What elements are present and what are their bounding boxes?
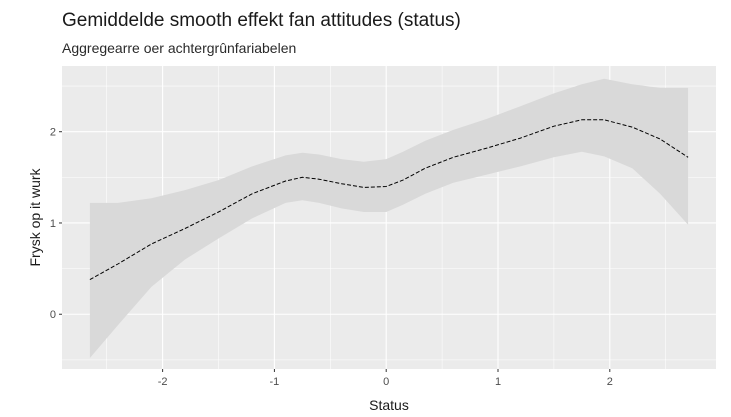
x-tick-label: -1 <box>270 376 280 388</box>
x-tick-label: 1 <box>495 376 501 388</box>
y-tick-label: 1 <box>50 218 56 230</box>
x-tick-label: -2 <box>158 376 168 388</box>
x-tick-label: 2 <box>607 376 613 388</box>
x-axis-title: Status <box>369 397 409 413</box>
x-tick-label: 0 <box>383 376 389 388</box>
axis-ticks: -2 -1 0 1 2 0 1 2 <box>50 127 613 388</box>
chart-subtitle: Aggregearre oer achtergrûnfariabelen <box>62 40 297 56</box>
chart-title: Gemiddelde smooth effekt fan attitudes (… <box>62 10 461 31</box>
y-tick-label: 2 <box>50 127 56 139</box>
y-axis-title: Frysk op it wurk <box>27 167 43 266</box>
y-tick-label: 0 <box>50 309 56 321</box>
confidence-band <box>89 78 689 359</box>
smooth-line <box>89 119 689 281</box>
